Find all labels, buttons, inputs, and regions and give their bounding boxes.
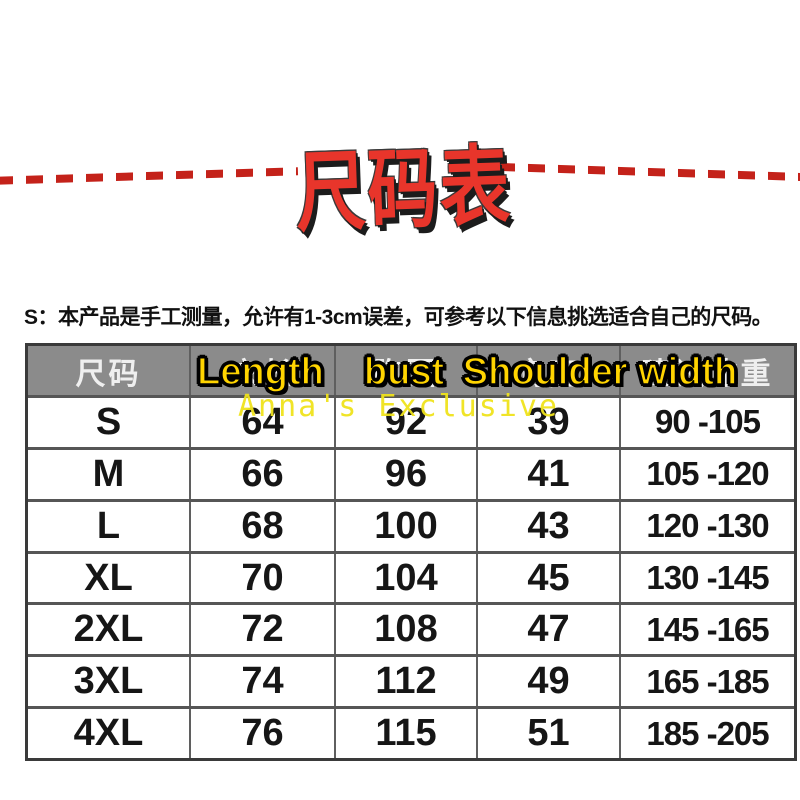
- page-title: 尺码表: [293, 137, 514, 243]
- cell-shoulder: 47: [478, 605, 621, 655]
- cell-size: XL: [28, 553, 191, 603]
- column-header-bust: 胸围: [336, 346, 478, 395]
- table-row: M 66 96 41 105 -120: [28, 449, 794, 502]
- cell-shoulder: 49: [478, 657, 621, 707]
- column-header-shoulder: 肩宽: [478, 346, 621, 395]
- cell-bust: 100: [336, 501, 478, 551]
- table-row: 3XL 74 112 49 165 -185: [28, 657, 794, 710]
- cell-bust: 108: [336, 605, 478, 655]
- cell-size: 3XL: [28, 657, 191, 707]
- cell-size: S: [28, 398, 191, 447]
- cell-length: 76: [191, 709, 336, 759]
- table-header-row: 尺码 衣长 胸围 肩宽 建议体重: [28, 346, 794, 398]
- measurement-note: S：本产品是手工测量，允许有1-3cm误差，可参考以下信息挑选适合自己的尺码。: [24, 306, 773, 329]
- table-row: L 68 100 43 120 -130: [28, 501, 794, 554]
- cell-shoulder: 51: [478, 709, 621, 759]
- table-row: 4XL 76 115 51 185 -205: [28, 709, 794, 759]
- cell-size: M: [28, 449, 191, 499]
- cell-length: 64: [191, 398, 336, 447]
- right-dashed-line: [497, 162, 800, 182]
- cell-weight: 90 -105: [621, 398, 794, 447]
- cell-shoulder: 45: [478, 553, 621, 603]
- cell-weight: 105 -120: [621, 449, 794, 499]
- cell-weight: 185 -205: [621, 709, 794, 759]
- cell-weight: 120 -130: [621, 501, 794, 551]
- cell-bust: 115: [336, 709, 478, 759]
- cell-length: 70: [191, 553, 336, 603]
- cell-length: 74: [191, 657, 336, 707]
- size-table: 尺码 衣长 胸围 肩宽 建议体重 S 64 92 39 90 -105 M 66…: [25, 343, 797, 761]
- cell-length: 72: [191, 605, 336, 655]
- left-dashed-line: [0, 167, 299, 185]
- cell-bust: 112: [336, 657, 478, 707]
- cell-bust: 104: [336, 553, 478, 603]
- cell-size: L: [28, 501, 191, 551]
- table-row: 2XL 72 108 47 145 -165: [28, 605, 794, 658]
- cell-shoulder: 43: [478, 501, 621, 551]
- table-row: S 64 92 39 90 -105: [28, 398, 794, 450]
- cell-weight: 165 -185: [621, 657, 794, 707]
- cell-bust: 92: [336, 398, 478, 447]
- column-header-size: 尺码: [28, 346, 191, 395]
- cell-size: 4XL: [28, 709, 191, 759]
- cell-weight: 130 -145: [621, 553, 794, 603]
- cell-shoulder: 39: [478, 398, 621, 447]
- cell-weight: 145 -165: [621, 605, 794, 655]
- cell-shoulder: 41: [478, 449, 621, 499]
- column-header-length: 衣长: [191, 346, 336, 395]
- cell-size: 2XL: [28, 605, 191, 655]
- table-row: XL 70 104 45 130 -145: [28, 553, 794, 606]
- cell-length: 66: [191, 449, 336, 499]
- cell-bust: 96: [336, 449, 478, 499]
- cell-length: 68: [191, 501, 336, 551]
- column-header-weight: 建议体重: [641, 357, 774, 391]
